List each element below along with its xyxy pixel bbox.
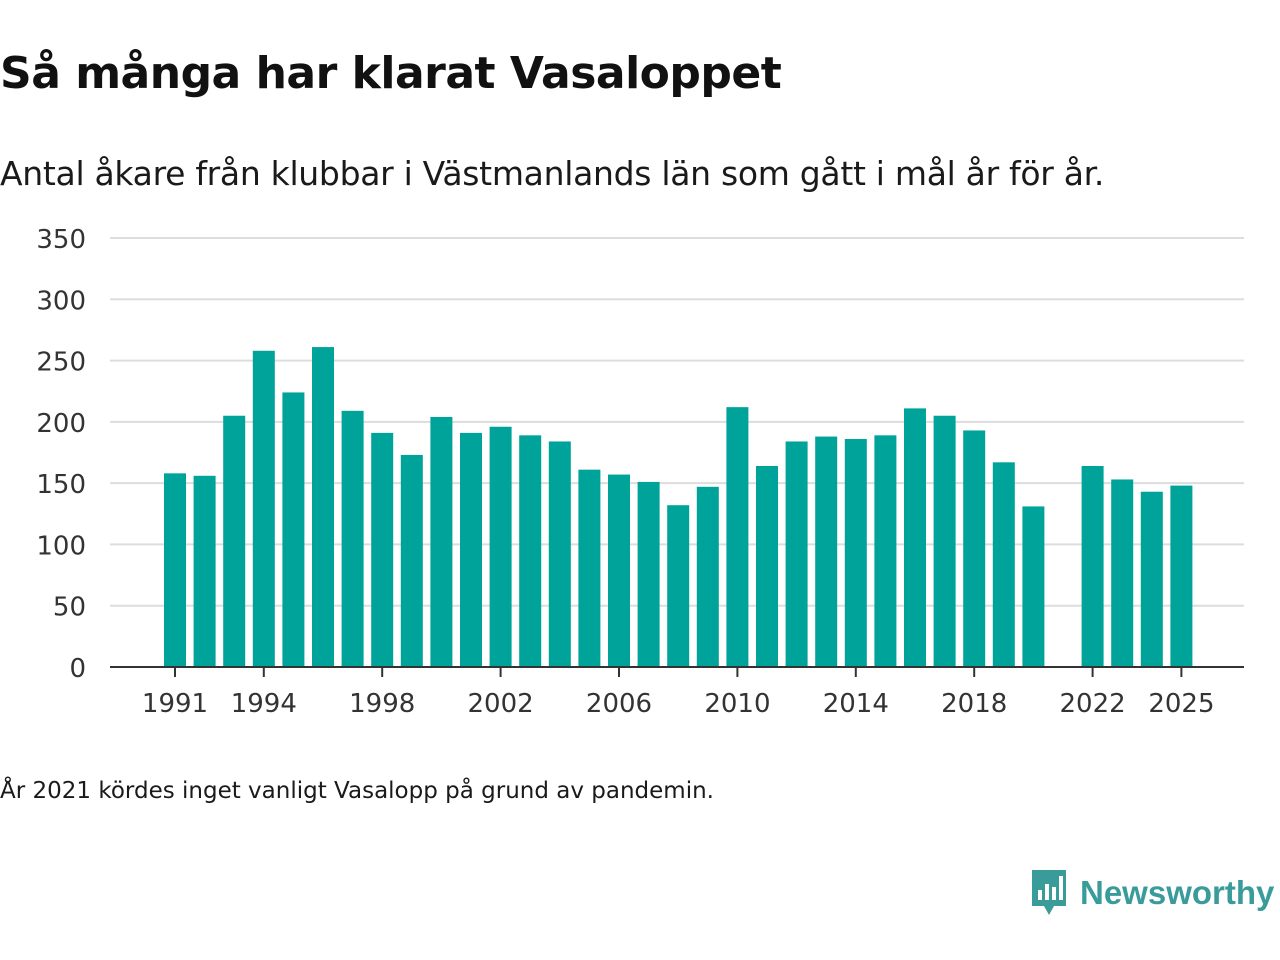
y-tick-label: 200 [36,409,86,439]
bar-2005 [578,469,601,667]
bar-2010 [726,407,749,667]
bar-2001 [460,432,482,667]
bar-2024 [1140,491,1163,667]
bar-1995 [282,392,305,667]
bar-1993 [223,415,246,667]
y-tick-label: 50 [53,593,86,623]
bar-1999 [400,454,423,667]
bar-2009 [696,486,719,667]
x-tick-label: 2018 [941,689,1007,719]
y-tick-label: 0 [69,654,86,684]
bar-2025 [1170,485,1193,667]
y-tick-label: 100 [36,531,86,561]
chart-subtitle: Antal åkare från klubbar i Västmanlands … [0,154,1105,193]
bar-1992 [193,475,216,667]
x-tick-label: 2002 [468,689,534,719]
bar-2006 [608,474,630,667]
x-tick-label: 2022 [1060,689,1126,719]
bar-2022 [1081,465,1104,667]
brand-logo: Newsworthy [1030,868,1274,918]
x-tick-label: 2006 [586,689,652,719]
x-tick-label: 2010 [704,689,770,719]
bar-2011 [756,465,778,667]
bar-2014 [844,439,867,667]
bar-2012 [785,441,808,667]
bars [164,347,1193,667]
x-tick-label: 2025 [1148,689,1214,719]
y-tick-label: 250 [36,348,86,378]
y-tick-label: 300 [36,286,86,316]
footnote: År 2021 kördes inget vanligt Vasalopp på… [0,778,714,804]
bar-1998 [371,432,394,667]
bar-2008 [667,505,690,667]
brand-name: Newsworthy [1080,874,1275,911]
bar-1994 [252,350,275,667]
y-tick-label: 350 [36,225,86,255]
bar-2003 [519,435,542,667]
x-tick-label: 1991 [142,689,208,719]
x-tick-labels: 1991 1994 1998 2002 2006 2010 2014 2018 2022 2025 [142,667,1214,719]
bar-2007 [637,481,660,667]
bar-chart: 0 50 100 150 200 250 300 350 1991 1994 1998 2002 20… [36,225,1244,719]
bar-2019 [992,462,1015,667]
bar-1996 [312,347,334,667]
bar-2004 [548,441,571,667]
bar-2017 [933,415,956,667]
bar-2018 [963,430,986,667]
x-tick-label: 1998 [349,689,415,719]
newsworthy-logo-icon [1032,870,1066,915]
bar-2015 [874,435,897,667]
bar-2000 [430,416,453,667]
bar-2016 [904,408,926,667]
x-tick-label: 1994 [231,689,297,719]
x-tick-label: 2014 [823,689,889,719]
bar-2020 [1022,506,1045,667]
bar-2023 [1111,479,1134,667]
chart-title: Så många har klarat Vasaloppet [0,48,782,99]
bar-2013 [815,436,838,667]
y-tick-label: 150 [36,470,86,500]
y-tick-labels: 0 50 100 150 200 250 300 350 [36,225,86,684]
bar-1991 [164,473,186,667]
bar-1997 [341,410,364,667]
bar-2002 [489,426,512,667]
